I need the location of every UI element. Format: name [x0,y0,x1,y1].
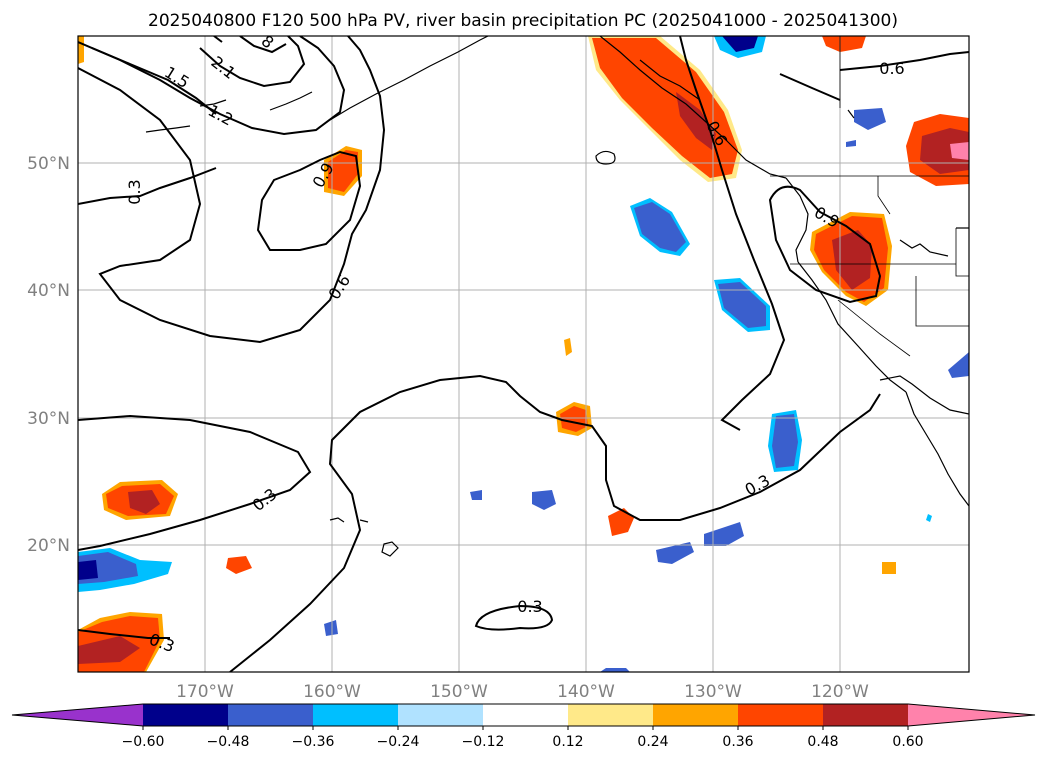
precip-region-red-sw-inner [78,636,140,664]
contour-label: 0.3 [125,179,144,204]
contour-1.2 [78,36,346,136]
precip-region-pnw-inner [676,92,716,150]
contour-0.9-us [768,185,882,304]
lat-label: 50°N [27,154,70,174]
map-area: 0.3 0.3 0.3 0.3 0.3 0.6 0.6 0.6 0.9 0.9 … [78,36,969,672]
precip-region-blue-baja-core [772,414,798,468]
precip-region-blue-tiny [846,140,856,147]
colorbar-tick-label: −0.12 [462,734,505,750]
precip-region-orange-tiny [564,338,572,356]
contour-8 [239,36,287,54]
colorbar-segment [483,704,568,726]
colorbar-segment [568,704,653,726]
pv-contours [78,36,969,672]
graticule [78,36,969,672]
lon-label: 140°W [557,682,615,702]
precip-region-blue-bottom [600,668,630,672]
contour-label: 0.3 [517,597,542,616]
precip-region-orange-117w [882,562,896,574]
colorbar-segment [228,704,313,726]
precip-region-red-166w [226,556,252,574]
political-borders [770,36,969,357]
colorbar-tick-label: 0.24 [637,734,668,750]
contour-0.6-east [779,73,841,101]
precip-region-blue-west-inner [78,560,98,580]
lon-axis: 170°W 160°W 150°W 140°W 130°W 120°W [176,682,869,702]
colorbar-tick-label: −0.60 [122,734,165,750]
contour-2.1 [199,36,306,88]
contour-0.3-se [78,629,170,639]
colorbar-segment [398,704,483,726]
colorbar-segment [823,704,908,726]
colorbar-tick-label: −0.48 [207,734,250,750]
precip-region-blue-gulf-core [634,202,686,252]
precip-region-pnw-core [592,38,738,178]
colorbar-tick-label: 0.36 [722,734,753,750]
lat-label: 20°N [27,536,70,556]
map-frame [77,35,970,673]
precip-region-blue-143w [532,490,556,510]
precip-region-ne-small [822,36,866,52]
colorbar-segment [738,704,823,726]
precip-region-blue-small-1 [854,108,886,130]
precip-region-ne-pink [950,142,969,160]
colorbar-extend-high [908,704,1035,726]
colorbar-tick-label: −0.24 [377,734,420,750]
colorbar-segment [653,704,738,726]
precip-region-blue-161w [324,620,338,636]
colorbar: −0.60 −0.48 −0.36 −0.24 −0.12 0.12 0.24 0.36 0.4… [11,703,1036,750]
colorbar-tick-label: −0.36 [292,734,335,750]
contour-0.9-small [213,36,223,43]
precip-region-red-30n-core [560,406,588,432]
colorbar-tick-label: 0.60 [892,734,923,750]
colorbar-segment [313,704,398,726]
colorbar-tick-label: 0.12 [552,734,583,750]
contour-0.3-main [229,374,881,672]
precip-region-blue-offshore-core [718,282,766,328]
contour-0.6-coast [679,36,786,431]
lon-label: 130°W [684,682,742,702]
contour-0.3-south [78,414,312,551]
colorbar-segment [143,704,228,726]
lon-label: 160°W [303,682,361,702]
lon-label: 120°W [811,682,869,702]
contour-1.5 [91,47,217,115]
colorbar-tick-label: 0.48 [807,734,838,750]
lat-label: 40°N [27,281,70,301]
precip-region-blue-tiny-2 [926,514,932,522]
lat-label: 30°N [27,409,70,429]
colorbar-extend-low [12,704,143,726]
coastlines [145,36,969,557]
precip-region-neg-top-core [722,36,758,52]
precip-region-blue-133w [656,542,694,564]
precip-region-orange-nw [78,36,84,64]
precip-region-red-22n [608,508,634,536]
contour-0.6-pnw [839,51,969,71]
contour-label: 0.6 [879,59,904,78]
lon-label: 150°W [430,682,488,702]
precip-region-red-160w-core [328,150,358,192]
precip-region-blue-131w [704,522,744,546]
precip-region-blue-148w [470,490,482,500]
precip-shading [78,36,969,672]
contour-0.3-small [474,604,554,631]
contour-0.6-main [78,36,386,344]
precip-region-red-170w-inner [128,490,160,514]
precip-region-west-us-inner [832,230,872,290]
contour-0.9-west [256,150,362,251]
precip-region-blue-east [948,352,969,378]
lon-label: 170°W [176,682,234,702]
map-title: 2025040800 F120 500 hPa PV, river basin … [148,11,898,31]
lat-axis: 50°N 40°N 30°N 20°N [27,154,70,556]
